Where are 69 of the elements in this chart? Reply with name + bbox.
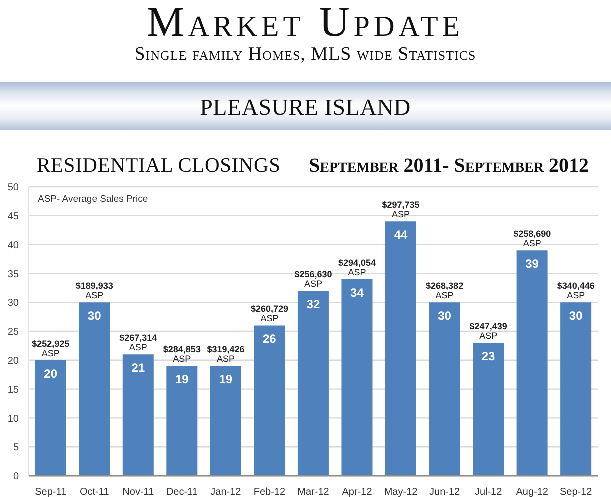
annotation: $284,853 ASP: [163, 344, 201, 364]
y-tick-label: 10: [8, 414, 20, 425]
y-tick-label: 45: [8, 211, 20, 222]
x-tick-label: May-12: [384, 487, 418, 497]
text: RESIDENTIAL CLOSINGS: [37, 155, 281, 177]
annotation: $256,630 ASP: [294, 270, 332, 290]
annotation: $252,925 ASP: [32, 338, 70, 358]
x-tick-label: Sep-11: [35, 487, 68, 497]
annotation: $260,729 ASP: [250, 304, 289, 324]
bar: [560, 302, 592, 476]
x-tick-label: Oct-11: [80, 487, 110, 497]
x-tick-label: Jul-12: [474, 487, 503, 497]
bar: [122, 354, 154, 476]
annotation: $189,933 ASP: [76, 281, 114, 301]
x-tick-label: Dec-11: [166, 487, 198, 497]
data-label: 19: [175, 372, 190, 387]
y-tick-label: 25: [8, 327, 20, 338]
bar: [35, 360, 66, 476]
annotation: ASP- Average Sales Price: [38, 194, 148, 205]
data-label: 20: [44, 366, 58, 381]
y-tick-label: 30: [8, 298, 20, 310]
bar: [342, 279, 373, 476]
chart-title: Market Update: [146, 0, 466, 46]
x-tick-label: Jan-12: [210, 487, 242, 497]
annotation: $297,735 ASP: [382, 200, 420, 220]
chart-subtitle: Single family Homes, MLS wide Statistics: [134, 44, 478, 65]
bar: [298, 291, 329, 476]
data-label: 26: [263, 332, 277, 346]
data-label: 39: [526, 257, 540, 272]
data-label: 30: [88, 309, 102, 324]
data-label: 30: [438, 309, 452, 324]
y-tick-label: 20: [8, 356, 20, 367]
data-label: 34: [350, 286, 364, 300]
data-label: 23: [482, 350, 496, 364]
x-tick-label: Aug-12: [516, 487, 549, 497]
y-tick-label: 5: [13, 442, 20, 454]
bar: [166, 366, 198, 476]
data-label: 30: [569, 309, 584, 324]
annotation: $268,382 ASP: [426, 281, 464, 301]
bar: [516, 250, 548, 476]
annotation: $319,426 ASP: [207, 344, 245, 364]
y-tick-label: 35: [8, 269, 20, 280]
x-tick-label: Jun-12: [430, 487, 461, 497]
bar: [386, 222, 416, 476]
bar: [79, 302, 110, 476]
data-label: 19: [219, 372, 233, 387]
y-tick-label: 40: [8, 240, 20, 252]
annotation: $294,054 ASP: [338, 258, 376, 278]
data-label: 32: [306, 298, 320, 312]
y-tick-label: 50: [8, 182, 20, 194]
annotation: $267,314 ASP: [120, 333, 158, 353]
data-label: 21: [132, 361, 146, 376]
text: PLEASURE ISLAND: [199, 95, 412, 120]
bar: [210, 366, 242, 476]
x-tick-label: Mar-12: [298, 487, 330, 497]
bar: [429, 302, 460, 476]
x-tick-label: Feb-12: [254, 487, 286, 497]
x-tick-label: Apr-12: [342, 487, 373, 497]
annotation: $247,439 ASP: [470, 322, 508, 342]
bar: [254, 326, 286, 476]
annotation: $340,446 ASP: [557, 281, 595, 301]
x-tick-label: Nov-11: [122, 487, 155, 497]
x-tick-label: Sep-12: [560, 487, 593, 497]
bar: [473, 343, 504, 476]
y-tick-label: 0: [13, 472, 20, 483]
text: September 2011- September 2012: [309, 155, 589, 177]
y-tick-label: 15: [8, 384, 20, 396]
annotation: $258,690 ASP: [514, 229, 552, 249]
data-label: 44: [394, 228, 408, 242]
